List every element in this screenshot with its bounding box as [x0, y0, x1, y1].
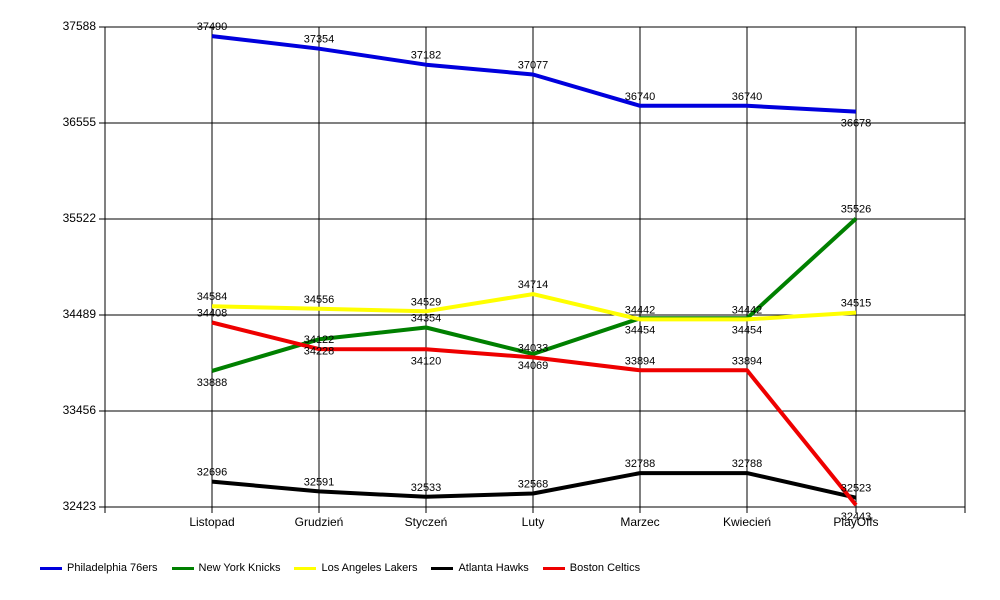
data-label: 32788 [732, 458, 763, 470]
data-label: 34442 [732, 304, 763, 316]
data-label: 34515 [841, 298, 872, 310]
data-label: 33888 [197, 377, 228, 389]
data-label: 36678 [841, 118, 872, 130]
legend: Philadelphia 76ers New York Knicks Los Ang… [40, 562, 640, 574]
data-label: 34120 [411, 355, 442, 367]
legend-swatch [542, 566, 565, 570]
series-line [211, 471, 857, 500]
data-label: 32696 [197, 467, 228, 479]
legend-item: Atlanta Hawks [431, 562, 529, 574]
data-label: 32523 [841, 483, 872, 495]
data-label: 33894 [625, 355, 656, 367]
legend-item: New York Knicks [171, 562, 281, 574]
legend-label: Atlanta Hawks [458, 562, 529, 574]
data-label: 34354 [411, 313, 442, 325]
y-tick-label: 37588 [63, 19, 97, 33]
x-tick-label: PlayOffs [833, 515, 878, 529]
data-label: 34122 [304, 334, 335, 346]
data-label: 32533 [411, 482, 442, 494]
data-label: 37354 [304, 34, 335, 46]
data-label: 34408 [197, 308, 228, 320]
legend-swatch [294, 566, 317, 570]
x-tick-label: Kwiecień [723, 515, 771, 529]
x-tick-label: Styczeń [405, 515, 448, 529]
series-line [211, 292, 857, 322]
y-tick-label: 36555 [63, 115, 97, 129]
data-label: 37182 [411, 50, 442, 62]
y-tick-label: 34489 [63, 307, 97, 321]
data-label: 34454 [625, 324, 656, 336]
legend-item: Boston Celtics [542, 562, 641, 574]
data-label: 34714 [518, 279, 549, 291]
y-tick-label: 33456 [63, 403, 97, 417]
data-label: 34529 [411, 296, 442, 308]
data-label: 34454 [732, 324, 763, 336]
x-tick-label: Grudzień [295, 515, 344, 529]
data-label: 34033 [518, 342, 549, 354]
data-label: 36740 [732, 91, 763, 103]
x-tick-label: Marzec [620, 515, 659, 529]
legend-swatch [431, 566, 454, 570]
data-label: 35526 [841, 204, 872, 216]
legend-label: New York Knicks [198, 562, 281, 574]
x-tick-label: Luty [522, 515, 545, 529]
data-label: 37490 [197, 21, 228, 33]
legend-label: Philadelphia 76ers [67, 562, 158, 574]
x-tick-label: Listopad [189, 515, 234, 529]
legend-swatch [40, 566, 62, 570]
data-label: 33894 [732, 355, 763, 367]
legend-item: Philadelphia 76ers [40, 562, 158, 574]
data-label: 34584 [197, 291, 228, 303]
legend-label: Boston Celtics [569, 562, 641, 574]
legend-item: Los Angeles Lakers [294, 562, 417, 574]
data-label: 32591 [304, 476, 335, 488]
data-label: 32788 [625, 458, 656, 470]
legend-swatch [171, 566, 194, 570]
data-label: 34556 [304, 294, 335, 306]
y-tick-label: 35522 [63, 211, 97, 225]
data-label: 32443 [841, 511, 872, 523]
data-label: 34442 [625, 304, 656, 316]
series-line [211, 320, 858, 507]
data-label: 36740 [625, 91, 656, 103]
data-label: 34228 [304, 345, 335, 357]
data-label: 34069 [518, 360, 549, 372]
series-line [211, 34, 857, 114]
data-label: 32568 [518, 479, 549, 491]
data-label: 37077 [518, 59, 549, 71]
y-tick-label: 32423 [63, 499, 97, 513]
plot-area [104, 26, 966, 508]
legend-label: Los Angeles Lakers [321, 562, 418, 574]
